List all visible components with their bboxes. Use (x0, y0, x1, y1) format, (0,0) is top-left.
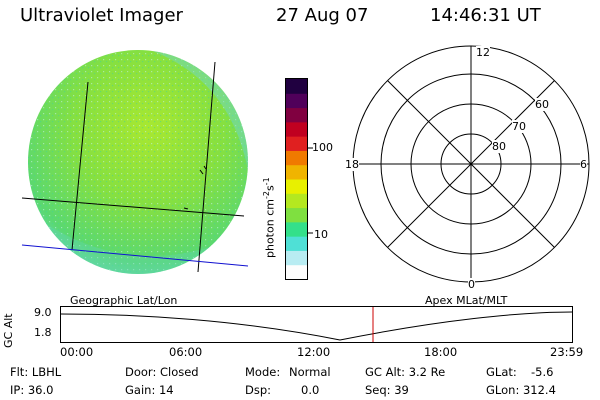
auroral-image (21, 50, 249, 274)
color-scale-bar (285, 78, 313, 280)
colorbar-tick-10: 10 (314, 228, 328, 241)
orbit-xtick-0600: 06:00 (169, 345, 203, 359)
orbit-xtick-2359: 23:59 (550, 345, 584, 359)
geographic-grid (21, 61, 245, 273)
dsp-label: Dsp: (245, 383, 272, 397)
mlat-label-80: 80 (492, 140, 506, 153)
dsp-value: 0.0 (301, 383, 320, 397)
colorbar-band (286, 107, 307, 123)
gain-info: Gain: 14 (125, 383, 174, 397)
date-label: 27 Aug 07 (276, 5, 369, 26)
time-label: 14:46:31 UT (430, 5, 541, 26)
glat-label: GLat: (486, 365, 517, 379)
orbit-altitude-plot (60, 306, 573, 343)
altitude-curve (60, 311, 573, 341)
seq-info: Seq: 39 (365, 383, 409, 397)
orbit-xtick-1200: 12:00 (297, 345, 331, 359)
glat-value: -5.6 (531, 365, 554, 379)
filter-info: Flt: LBHL (10, 365, 62, 379)
orbit-ytick-high: 9.0 (34, 306, 52, 319)
geographic-caption: Geographic Lat/Lon (70, 294, 178, 307)
orbit-xtick-1800: 18:00 (424, 345, 458, 359)
mlat-label-70: 70 (512, 120, 526, 133)
mode-label: Mode: (245, 365, 281, 379)
ip-info: IP: 36.0 (10, 383, 54, 397)
colorbar-band (286, 236, 307, 251)
colorbar-band (286, 136, 307, 151)
colorbar-band (286, 264, 307, 280)
mode-value: Normal (289, 365, 331, 379)
colorbar-band (286, 150, 307, 166)
gc-alt-info: GC Alt: 3.2 Re (365, 365, 446, 379)
colorbar-band (286, 164, 307, 180)
glon-info: GLon: 312.4 (486, 383, 556, 397)
colorbar-band (286, 79, 307, 94)
mlt-label-6: 6 (580, 158, 587, 171)
colorbar-band (286, 93, 307, 109)
orbit-xtick-0000: 00:00 (60, 345, 94, 359)
door-info: Door: Closed (125, 365, 199, 379)
mlt-label-18: 18 (345, 158, 359, 171)
colorbar-band (286, 250, 307, 266)
instrument-title: Ultraviolet Imager (20, 5, 183, 26)
colorbar-band (286, 121, 307, 137)
colorbar-unit-label: photon cm-2s-1 (262, 177, 277, 258)
colorbar-band (286, 179, 307, 194)
orbit-ylabel: GC Alt (2, 313, 15, 348)
colorbar-band (286, 207, 307, 223)
colorbar-band (286, 221, 307, 237)
mlt-label-0: 0 (468, 278, 475, 291)
polar-mlt-plot (352, 45, 590, 283)
terminator-line (21, 244, 249, 267)
orbit-ytick-low: 1.8 (34, 326, 52, 339)
apex-caption: Apex MLat/MLT (425, 294, 508, 307)
colorbar-band (286, 193, 307, 209)
mlt-label-12: 12 (476, 46, 490, 59)
mlat-label-60: 60 (535, 98, 549, 111)
colorbar-tick-100: 100 (312, 141, 333, 154)
